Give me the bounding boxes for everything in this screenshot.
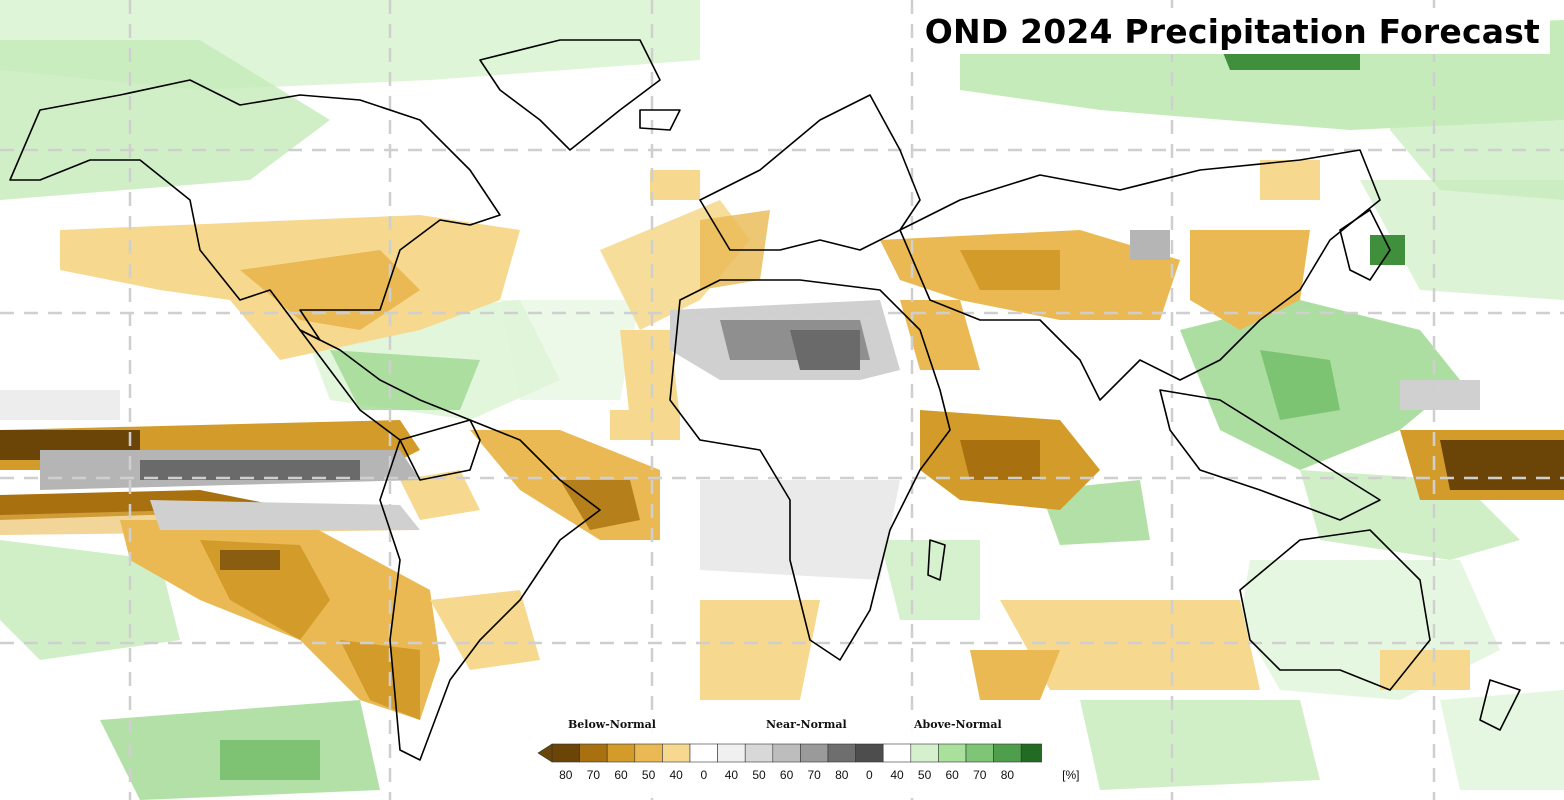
australia-outline	[1239, 529, 1431, 691]
legend-tick-label: 50	[917, 768, 932, 782]
south-america-outline	[379, 419, 601, 761]
legend-swatch	[744, 743, 774, 763]
legend-tick-label: 70	[973, 768, 987, 782]
map-title: OND 2024 Precipitation Forecast	[924, 11, 1540, 51]
legend-tick-label: 40	[724, 768, 739, 782]
africa-outline	[669, 279, 951, 661]
legend-unit: [%]	[1062, 768, 1080, 782]
legend-tick-label: 40	[669, 768, 683, 782]
north-america-outline	[9, 79, 501, 341]
legend-tick-label: 60	[945, 768, 959, 782]
legend-label-above-normal: Above-Normal	[914, 718, 1002, 731]
legend-swatch	[993, 743, 1022, 763]
japan-outline	[1339, 209, 1391, 281]
europe-outline	[699, 94, 921, 251]
madagascar-outline	[927, 539, 946, 581]
legend-tick-label: 80	[835, 768, 849, 782]
legend-tick-label: 0	[866, 768, 873, 782]
legend-tick-label: 50	[641, 768, 656, 782]
legend: Below-Normal Near-Normal Above-Normal 80…	[522, 712, 1079, 798]
legend-swatch	[606, 743, 636, 763]
new-zealand-outline	[1479, 679, 1521, 731]
legend-swatch	[551, 743, 580, 763]
legend-tick-label: 60	[779, 768, 794, 782]
legend-swatch	[800, 743, 829, 763]
legend-swatch	[689, 743, 718, 763]
legend-swatch	[965, 743, 994, 763]
legend-swatch	[1020, 743, 1042, 763]
land-outlines	[9, 39, 1521, 761]
legend-tick-label: 40	[890, 768, 904, 782]
legend-swatch	[662, 743, 691, 763]
legend-swatch	[634, 743, 663, 763]
legend-swatch	[882, 743, 912, 763]
map-title-box: OND 2024 Precipitation Forecast	[914, 8, 1550, 54]
legend-tick-label: 70	[807, 768, 821, 782]
legend-tick-label: 60	[614, 768, 628, 782]
legend-swatch	[717, 743, 746, 763]
legend-swatch	[910, 743, 939, 763]
legend-swatch	[772, 743, 801, 763]
legend-swatch	[579, 743, 608, 763]
legend-tick-label: 70	[586, 768, 601, 782]
central-america-outline	[299, 329, 481, 481]
iceland-outline	[639, 109, 681, 131]
legend-colorbar	[537, 743, 1042, 763]
legend-tick-label: 80	[559, 768, 573, 782]
legend-label-below-normal: Below-Normal	[568, 718, 656, 731]
asia-outline	[899, 149, 1381, 401]
legend-swatch	[827, 743, 856, 763]
legend-tick-label: 80	[1000, 768, 1015, 782]
legend-swatch	[938, 743, 967, 763]
southeast-asia-outline	[1159, 389, 1381, 521]
legend-swatch	[855, 743, 884, 763]
legend-left-arrow	[537, 743, 553, 763]
greenland-outline	[479, 39, 661, 151]
legend-label-near-normal: Near-Normal	[766, 718, 847, 731]
legend-tick-label: 50	[752, 768, 766, 782]
legend-tick-label: 0	[700, 768, 708, 782]
